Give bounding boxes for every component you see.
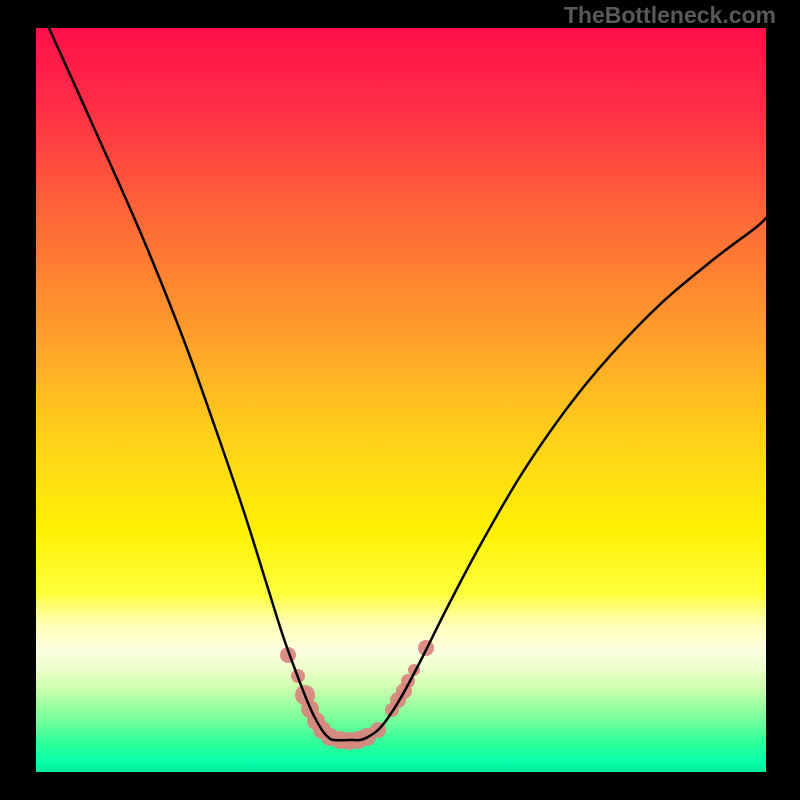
chart-svg xyxy=(0,0,800,800)
marker-group xyxy=(280,640,434,750)
watermark-text: TheBottleneck.com xyxy=(564,2,776,29)
frame: TheBottleneck.com xyxy=(0,0,800,800)
bottleneck-curve xyxy=(48,26,766,740)
